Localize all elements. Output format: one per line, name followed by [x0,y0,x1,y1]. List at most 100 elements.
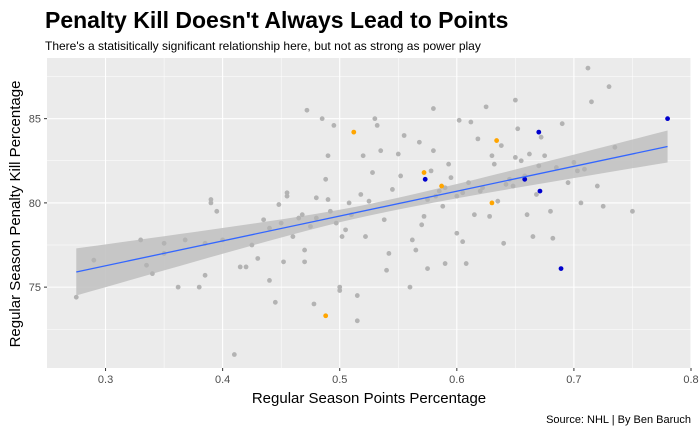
gray-data-point [281,259,286,265]
gray-data-point [299,212,305,218]
gray-data-point [372,116,378,122]
gray-data-point [475,136,481,142]
gray-data-point [331,122,337,128]
gray-data-point [302,247,307,253]
gray-data-point [460,239,466,245]
gray-data-point [278,220,284,226]
gray-data-point [284,190,290,196]
gray-data-point [501,240,507,246]
gray-data-point [518,158,524,164]
gray-data-point [489,153,495,159]
gray-data-point [358,192,364,197]
gray-data-point [463,261,469,266]
gray-data-point [425,266,430,271]
gray-data-point [510,183,516,189]
data-points [73,65,670,357]
gray-data-point [491,161,497,167]
gray-data-point [548,208,553,214]
gray-data-point [378,148,384,154]
gray-data-point [363,234,368,239]
gray-data-point [138,237,144,243]
gray-data-point [267,225,272,231]
blue-data-point [522,176,528,182]
gray-data-point [304,107,310,113]
gray-data-point [483,104,489,110]
x-tick-label: 0.7 [566,374,581,386]
gray-data-point [374,122,380,128]
gray-data-point [296,215,302,221]
blue-data-point [558,266,564,271]
gray-data-point [237,264,243,270]
y-axis-label: Regular Season Penalty Kill Percentage [7,81,24,348]
gray-data-point [91,257,97,263]
gray-data-point [311,301,317,307]
gray-data-point [261,217,267,223]
gray-data-point [487,213,493,219]
gray-data-point [612,144,618,150]
y-axis-ticks: 75 80 85 [29,114,47,294]
gray-data-point [565,180,571,186]
gray-data-point [600,203,606,209]
gray-data-point [466,180,471,186]
gray-data-point [468,119,474,125]
gray-data-point [284,193,290,199]
x-tick-label: 0.3 [98,374,113,386]
gray-data-point [302,259,307,265]
gray-data-point [553,165,559,170]
y-tick-label: 80 [29,198,41,210]
gray-data-point [175,284,181,290]
chart-subtitle: There's a statisitically significant rel… [45,39,481,53]
trend-line [76,145,668,273]
gray-data-point [446,161,452,167]
gray-data-point [436,188,442,194]
blue-data-point [537,188,543,194]
gray-data-point [538,134,544,140]
gray-data-point [442,261,448,266]
y-tick-label: 85 [29,114,41,126]
blue-data-point [665,116,670,122]
gray-data-point [512,155,518,160]
gray-data-point [585,65,591,71]
gray-data-point [208,200,214,206]
gray-data-point [431,148,436,154]
gray-data-point [144,262,149,268]
y-tick-label: 75 [29,282,41,294]
gray-data-point [343,227,348,233]
x-axis-ticks: 0.3 0.4 0.5 0.6 0.7 0.8 [98,368,699,386]
chart-title: Penalty Kill Doesn't Always Lead to Poin… [45,7,508,33]
gray-data-point [575,168,580,174]
orange-data-point [489,200,495,206]
gray-data-point [290,234,296,239]
gray-data-point [337,284,343,290]
gray-data-point [337,288,343,293]
gray-data-point [267,277,272,283]
x-axis-label: Regular Season Points Percentage [252,390,486,407]
gray-data-point [366,198,372,204]
gray-data-point [512,97,518,103]
gray-data-point [448,175,454,181]
gray-data-point [454,230,460,236]
blue-data-point [422,176,428,182]
gray-data-point [534,192,539,197]
gray-data-point [370,170,375,175]
gray-data-point [249,242,255,248]
gray-data-point [395,151,401,157]
gray-data-point [503,181,509,187]
gray-data-point [325,153,331,159]
gray-data-point [401,133,407,138]
gray-data-point [325,197,331,202]
gray-data-point [231,352,237,357]
gray-data-point [208,197,214,202]
gray-data-point [386,251,392,256]
gray-data-point [630,208,635,214]
gray-data-point [384,267,389,273]
gray-data-point [381,217,387,223]
gray-data-point [398,173,404,179]
gray-data-point [390,187,395,192]
x-tick-label: 0.8 [683,374,698,386]
gray-data-point [196,284,202,290]
gray-data-point [313,215,319,221]
x-tick-label: 0.4 [215,374,230,386]
gray-data-point [477,188,483,194]
blue-data-point [536,129,542,135]
